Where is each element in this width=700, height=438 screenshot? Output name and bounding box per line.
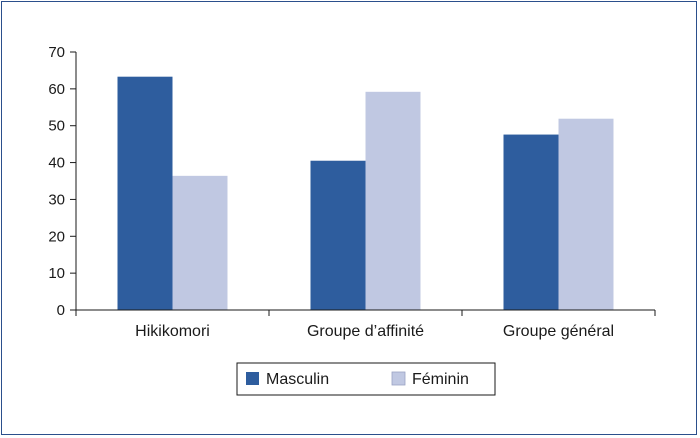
x-category-labels: Hikikomori Groupe d’affinité Groupe généra… xyxy=(135,323,614,340)
bar-feminin-2 xyxy=(558,118,614,310)
bar-masculin-0 xyxy=(117,76,173,311)
x-category-label: Groupe général xyxy=(503,323,614,340)
legend-label-feminin: Féminin xyxy=(412,371,469,388)
bar-feminin-1 xyxy=(365,91,421,310)
y-tick-labels: 0 10 20 30 40 50 60 70 xyxy=(48,44,65,319)
legend-box xyxy=(236,362,496,396)
legend-swatch-feminin xyxy=(391,371,406,386)
x-category-label: Hikikomori xyxy=(135,323,210,340)
bar-masculin-1 xyxy=(310,160,366,310)
bars-layer xyxy=(117,76,614,311)
legend-swatch-masculin xyxy=(246,372,259,385)
y-tick-label: 30 xyxy=(48,191,65,208)
bar-masculin-2 xyxy=(503,134,559,310)
y-tick-label: 0 xyxy=(57,302,65,319)
y-tick-label: 50 xyxy=(48,118,65,135)
y-tick-label: 60 xyxy=(48,81,65,98)
bar-feminin-0 xyxy=(172,175,228,310)
legend: Masculin Féminin xyxy=(236,362,496,396)
x-category-label: Groupe d’affinité xyxy=(307,323,424,340)
legend-label-masculin: Masculin xyxy=(266,371,329,388)
axes-layer xyxy=(70,51,656,316)
y-tick-label: 10 xyxy=(48,265,65,282)
y-tick-label: 70 xyxy=(48,44,65,61)
y-tick-label: 20 xyxy=(48,228,65,245)
y-tick-label: 40 xyxy=(48,155,65,172)
